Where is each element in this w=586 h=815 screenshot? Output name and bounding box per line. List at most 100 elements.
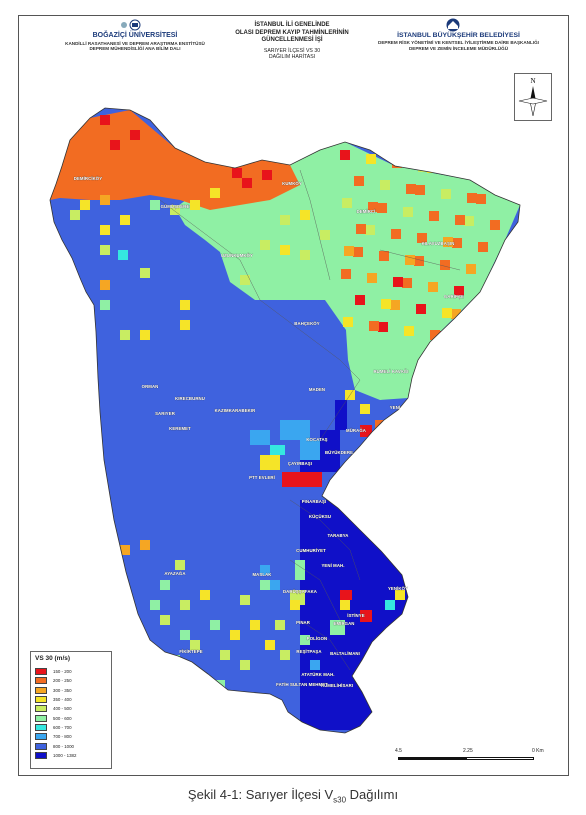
legend-swatch bbox=[35, 714, 47, 722]
scale-segment-dark bbox=[398, 757, 466, 760]
place-label: KUMKÖY bbox=[282, 181, 302, 186]
vs30-cell bbox=[490, 220, 500, 230]
vs30-cell bbox=[250, 620, 260, 630]
place-label: DARÜŞŞAFAKA bbox=[283, 589, 317, 594]
vs30-cell bbox=[80, 200, 90, 210]
vs30-cell bbox=[417, 233, 427, 243]
vs30-cell bbox=[150, 600, 160, 610]
scale-label-start: 4.5 bbox=[395, 748, 402, 754]
vs30-cell bbox=[260, 240, 270, 250]
place-label: POLİGON bbox=[307, 636, 328, 641]
map-background bbox=[50, 108, 520, 733]
place-label: KILAVUZBAŞIN bbox=[422, 241, 455, 246]
vs30-cell bbox=[270, 580, 280, 590]
vs30-cell bbox=[476, 194, 486, 204]
vs30-cell bbox=[414, 256, 424, 266]
place-label: FİKİRTEPE bbox=[179, 649, 202, 654]
vs30-cell bbox=[190, 640, 200, 650]
vs30-cell bbox=[282, 472, 322, 487]
place-label: KAZIMKARABEKIR bbox=[215, 408, 257, 413]
vs30-cell bbox=[290, 600, 300, 610]
legend-label: 150 - 200 bbox=[53, 669, 72, 675]
vs30-cell bbox=[160, 580, 170, 590]
vs30-cell bbox=[340, 150, 350, 160]
place-label: İSTİNYE bbox=[347, 613, 364, 618]
vs30-cell bbox=[320, 430, 340, 460]
vs30-cell bbox=[242, 178, 252, 188]
scale-label-end: 0 Km bbox=[532, 748, 544, 754]
vs30-cell bbox=[240, 595, 250, 605]
legend-label: 300 - 350 bbox=[53, 687, 72, 693]
vs30-cell bbox=[477, 313, 487, 323]
vs30-cell bbox=[355, 295, 365, 305]
subtitle-line1: SARIYER İLÇESİ VS 30 bbox=[263, 47, 321, 54]
vs30-cell bbox=[160, 615, 170, 625]
legend-swatch bbox=[35, 742, 47, 750]
vs30-cell bbox=[250, 260, 260, 270]
vs30-cell bbox=[140, 160, 150, 170]
vs30-cell bbox=[300, 460, 340, 472]
vs30-cell bbox=[379, 251, 389, 261]
vs30-cell bbox=[210, 188, 220, 198]
vs30-cell bbox=[170, 205, 180, 215]
vs30-cell bbox=[300, 635, 310, 645]
legend-title: VS 30 (m/s) bbox=[35, 655, 71, 662]
vs30-cell bbox=[180, 630, 190, 640]
vs30-cell bbox=[280, 650, 290, 660]
vs30-cell bbox=[310, 660, 320, 670]
vs30-cell bbox=[100, 195, 110, 205]
vs30-cell bbox=[340, 600, 350, 610]
legend-swatch bbox=[35, 668, 47, 676]
vs30-cell bbox=[402, 278, 412, 288]
vs30-cell bbox=[464, 216, 474, 226]
vs30-cell bbox=[452, 238, 462, 248]
place-label: DEMİRCİKÖY bbox=[74, 176, 102, 181]
vs30-cell bbox=[230, 630, 240, 640]
vs30-cell bbox=[150, 200, 160, 210]
vs30-cell bbox=[120, 545, 130, 555]
vs30-cell bbox=[365, 225, 375, 235]
vs30-cell bbox=[295, 560, 305, 580]
vs30-cell bbox=[395, 590, 405, 600]
vs30-cell bbox=[220, 650, 230, 660]
vs30-cell bbox=[439, 331, 449, 341]
vs30-cell bbox=[403, 207, 413, 217]
vs30-cell bbox=[340, 590, 352, 600]
scale-bar: 4.5 2.25 0 Km bbox=[395, 748, 545, 768]
vs30-cell bbox=[330, 620, 345, 635]
header-right-line3: DEPREM VE ZEMİN İNCELEME MÜDÜRLÜĞÜ bbox=[408, 46, 509, 52]
vs30-cell bbox=[465, 335, 475, 345]
legend-item: 500 - 600 bbox=[35, 713, 107, 722]
legend-item: 400 - 500 bbox=[35, 704, 107, 713]
vs30-cell bbox=[70, 210, 80, 220]
vs30-cell bbox=[260, 565, 270, 575]
vs30-cell bbox=[260, 580, 270, 590]
vs30-cell bbox=[118, 250, 128, 260]
vs30-cell bbox=[428, 282, 438, 292]
vs30-cell bbox=[390, 300, 400, 310]
place-label: KIRECBURNU bbox=[175, 396, 205, 401]
vs30-cell bbox=[250, 430, 270, 445]
vs30-cell bbox=[369, 321, 379, 331]
vs30-cell bbox=[381, 299, 391, 309]
vs30-cell bbox=[344, 246, 354, 256]
vs30-cell bbox=[451, 309, 461, 319]
vs30-cell bbox=[356, 224, 366, 234]
vs30-cell bbox=[441, 189, 451, 199]
legend-swatch bbox=[35, 705, 47, 713]
place-label: ÇAYIRBAŞI bbox=[288, 461, 312, 466]
university-logo bbox=[121, 19, 141, 31]
vs30-cell bbox=[488, 172, 498, 182]
vs30-cell bbox=[100, 280, 110, 290]
place-label: MASLAK bbox=[253, 572, 273, 577]
municipality-logo bbox=[446, 18, 460, 32]
vs30-cell bbox=[467, 193, 477, 203]
place-label: ATATÜRK MAH. bbox=[301, 672, 334, 677]
legend-label: 800 - 1000 bbox=[53, 743, 74, 749]
legend-swatch bbox=[35, 733, 47, 741]
vs30-cell bbox=[130, 130, 140, 140]
place-label: UZUNKUMKÖY bbox=[221, 253, 253, 258]
vs30-cell bbox=[120, 215, 130, 225]
legend-label: 400 - 500 bbox=[53, 706, 72, 712]
